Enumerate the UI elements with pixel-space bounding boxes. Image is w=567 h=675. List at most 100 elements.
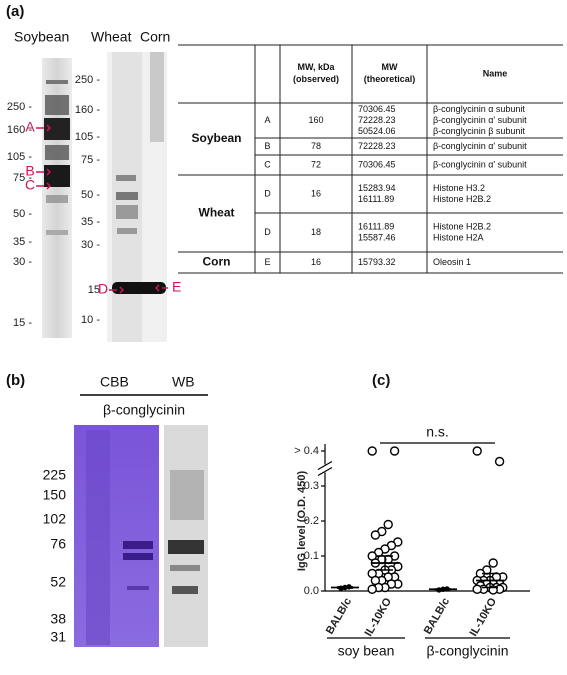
lane-label: CBB (100, 374, 129, 390)
cell: C (264, 159, 271, 169)
soybean-gel (42, 58, 72, 338)
cell: 72228.23 (358, 141, 396, 151)
band-label: E (172, 279, 181, 295)
group-cell: Soybean (191, 131, 241, 145)
cell: 72228.23 (358, 115, 396, 125)
band-label: A (25, 119, 35, 135)
cell: 70306.45 (358, 159, 396, 169)
data-point (472, 446, 482, 456)
y-tick-label: 0.2 (304, 515, 319, 527)
marker-label: 102 (43, 511, 67, 527)
cell: 16 (311, 257, 321, 267)
panel-label: (c) (372, 372, 390, 389)
marker-label: 105 - (75, 131, 100, 143)
cell: D (264, 188, 271, 198)
marker-label: 76 (50, 536, 66, 552)
x-tick-label: IL-10KO (468, 596, 500, 639)
marker-label: 35 - (13, 236, 32, 248)
marker-label: 250 - (7, 101, 32, 113)
cell: 15283.94 (358, 183, 396, 193)
header-cell: MW (theoretical) (364, 62, 416, 84)
marker-label: 30 - (13, 256, 32, 268)
error-bar (377, 555, 393, 571)
axis-break (319, 464, 331, 473)
cell: 50524.06 (358, 126, 396, 136)
lane-label: Wheat (91, 29, 132, 45)
panel-b-labels: 225 150 102 76 52 38 31 (43, 467, 67, 645)
cell: Histone H2B.2 (433, 221, 491, 231)
marker-label: 30 - (81, 239, 100, 251)
data-point (367, 584, 377, 594)
cell: B (264, 141, 270, 151)
marker-label: 38 (50, 611, 66, 627)
band-label: B (25, 163, 34, 179)
cell: 70306.45 (358, 104, 396, 114)
marker-label: 105 - (7, 151, 32, 163)
cell: β-conglycinin α' subunit (433, 159, 527, 169)
cell: 160 (308, 115, 323, 125)
marker-label: 75 - (13, 172, 32, 184)
cell: 16111.89 (358, 194, 394, 204)
cell: β-conglycinin α subunit (433, 104, 525, 114)
marker-label: 50 - (81, 189, 100, 201)
protein-label: β-conglycinin (103, 402, 185, 418)
y-axis-label: IgG level (O.D. 450) (296, 471, 308, 572)
header-cell: Name (483, 68, 508, 78)
marker-label: 250 - (75, 74, 100, 86)
cell: A (264, 115, 270, 125)
cell: Histone H2B.2 (433, 194, 491, 204)
band-label: C (25, 177, 35, 193)
y-tick-label: 0.3 (304, 480, 319, 492)
marker-label: 35 - (81, 216, 100, 228)
arrow-head (119, 286, 125, 294)
error-bar (482, 572, 498, 589)
wb-gel (164, 425, 208, 647)
cell: Oleosin 1 (433, 257, 471, 267)
cell: E (264, 257, 270, 267)
marker-label: 160 - (75, 104, 100, 116)
error-bar (435, 588, 451, 591)
y-tick-label: 0.0 (304, 585, 319, 597)
data-point (389, 446, 400, 456)
y-tick-label: 0.1 (304, 550, 319, 562)
cell: D (264, 227, 271, 237)
header-cell: MW, kDa (observed) (293, 62, 339, 84)
marker-label: 15 (88, 284, 100, 296)
panel-label: (a) (6, 3, 24, 20)
table: MW, kDa (observed) MW (theoretical) Name Soyb… (178, 44, 563, 274)
marker-label: 10 - (81, 314, 100, 326)
marker-label: 150 (43, 487, 67, 503)
marker-label: 50 - (13, 208, 32, 220)
y-tick-label: > 0.4 (294, 445, 319, 457)
lane-label: Corn (140, 29, 170, 45)
arrow-head (46, 182, 52, 190)
arrow-head (46, 168, 52, 176)
cell: 16 (311, 188, 321, 198)
data-point (367, 446, 377, 456)
cell: 16111.89 (358, 221, 394, 231)
marker-label: 15 - (13, 317, 32, 329)
marker-label: 75 - (81, 154, 100, 166)
marker-label: 52 (50, 574, 66, 590)
panel-a-labels: 250 - 160 - 105 - 75 - 50 - 35 - 30 - 15 - 250 -… (7, 74, 181, 329)
dot-plot: 0.0 0.1 0.2 0.3 > 0.4 IgG level (O.D. 450) BAL… (294, 424, 530, 659)
cell: β-conglycinin α' subunit (433, 115, 527, 125)
annotation: n.s. (426, 424, 449, 440)
data-point (383, 519, 393, 530)
cell: 72 (311, 159, 321, 169)
x-tick-label: BALB/c (324, 596, 354, 636)
cell: Histone H3.2 (433, 183, 485, 193)
group-label: β-conglycinin (427, 643, 509, 659)
data-point (472, 584, 482, 594)
cell: 18 (311, 227, 321, 237)
cell: β-conglycinin β subunit (433, 126, 525, 136)
x-tick-label: IL-10KO (363, 596, 395, 639)
data-point (494, 456, 505, 467)
cbb-gel (74, 425, 159, 647)
panel-label: (b) (6, 372, 25, 389)
marker-label: 160 - (7, 124, 32, 136)
axis-break (317, 460, 333, 477)
arrow-head (154, 284, 160, 292)
lane-label: WB (172, 374, 195, 390)
